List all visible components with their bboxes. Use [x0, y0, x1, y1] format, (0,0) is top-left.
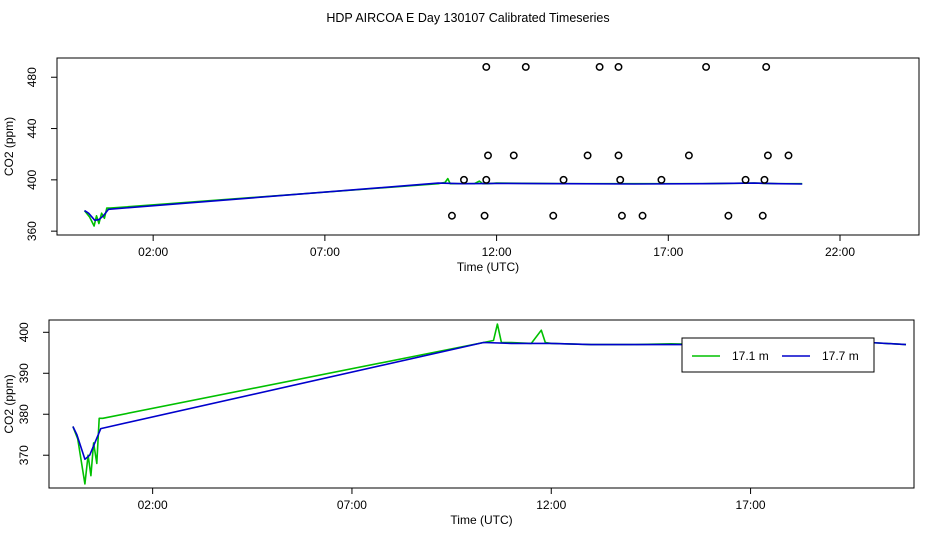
x-tick-label: 02:00	[138, 245, 168, 259]
data-point-marker	[614, 63, 623, 71]
x-tick-label: 02:00	[138, 498, 168, 512]
y-tick-label: 390	[17, 363, 31, 383]
data-point-marker	[763, 151, 772, 160]
y-tick-label: 400	[17, 322, 31, 342]
plot-frame	[48, 319, 915, 489]
x-tick-label: 22:00	[825, 245, 855, 259]
data-point-marker	[784, 151, 793, 160]
legend-label: 17.7 m	[822, 349, 859, 363]
y-tick-label: 480	[25, 67, 39, 87]
x-tick-label: 17:00	[653, 245, 683, 259]
data-point-marker	[480, 211, 489, 220]
data-point-marker	[657, 175, 666, 184]
data-point-marker	[616, 175, 625, 184]
data-point-marker	[724, 211, 733, 220]
figure-title: HDP AIRCOA E Day 130107 Calibrated Times…	[326, 11, 609, 25]
y-tick-label: 370	[17, 445, 31, 465]
plot-frame	[56, 57, 920, 236]
panel-top: 02:00 07:00 12:00 17:00 22:00 360 400 440 480 Tim…	[2, 57, 920, 274]
data-point-marker	[638, 211, 647, 220]
legend: 17.1 m 17.7 m	[681, 337, 875, 373]
data-point-marker	[684, 151, 693, 160]
data-point-marker	[741, 175, 750, 184]
data-point-marker	[595, 63, 604, 71]
x-axis-label: Time (UTC)	[450, 513, 512, 527]
y-tick-label: 400	[25, 170, 39, 190]
data-point-marker	[559, 175, 568, 184]
data-point-marker	[583, 151, 592, 160]
data-point-marker	[521, 63, 530, 71]
data-point-marker	[762, 63, 771, 71]
data-point-marker	[482, 63, 491, 71]
data-point-marker	[447, 211, 456, 220]
x-tick-label: 07:00	[337, 498, 367, 512]
data-point-marker	[484, 151, 492, 160]
panel-bottom: 02:00 07:00 12:00 17:00 370 380 390 400 Time (UT…	[2, 319, 915, 527]
data-point-marker	[482, 175, 491, 184]
x-tick-label: 12:00	[536, 498, 566, 512]
y-axis-label: CO2 (ppm)	[2, 117, 16, 176]
data-point-marker	[760, 175, 769, 184]
data-point-marker	[614, 151, 623, 160]
data-point-marker	[617, 211, 626, 220]
data-point-marker	[509, 151, 518, 160]
data-point-marker	[549, 211, 558, 220]
y-tick-label: 380	[17, 404, 31, 424]
y-axis-label: CO2 (ppm)	[2, 374, 16, 433]
series-line-1	[84, 182, 803, 222]
legend-box	[681, 337, 875, 373]
y-tick-label: 360	[25, 221, 39, 241]
x-tick-label: 17:00	[736, 498, 766, 512]
x-tick-label: 07:00	[310, 245, 340, 259]
data-point-marker	[758, 211, 767, 220]
x-tick-label: 12:00	[482, 245, 512, 259]
y-tick-label: 440	[25, 118, 39, 138]
data-point-marker	[702, 63, 711, 71]
x-axis-label: Time (UTC)	[457, 260, 519, 274]
legend-label: 17.1 m	[732, 349, 769, 363]
data-point-marker	[460, 175, 468, 184]
